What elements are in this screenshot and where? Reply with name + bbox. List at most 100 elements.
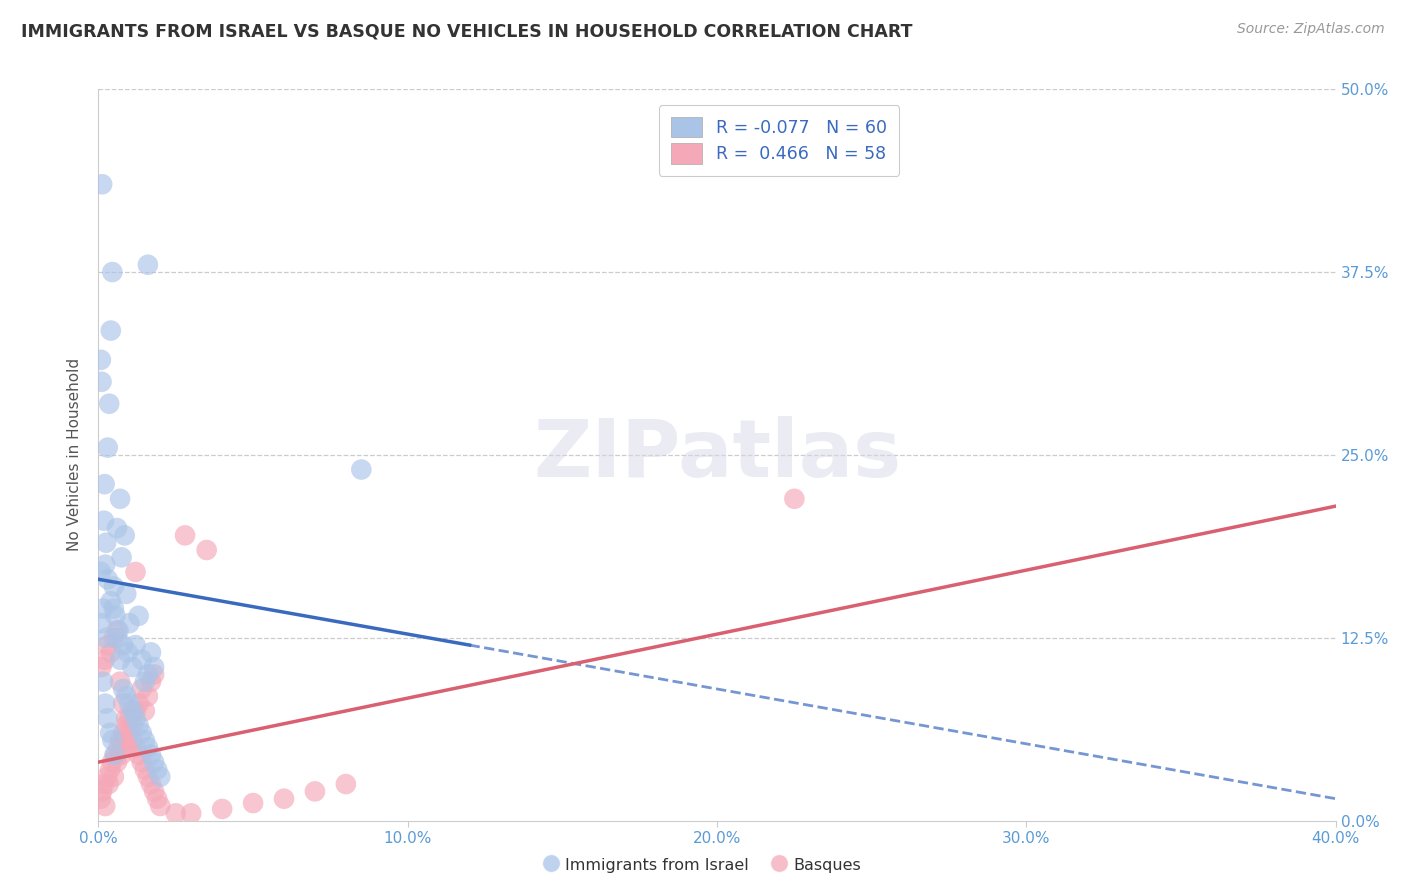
Point: [90, 352, 112, 367]
Point: [98, 397, 121, 411]
Point: [118, 726, 141, 740]
Point: [91, 178, 114, 192]
Point: [105, 624, 128, 638]
Point: [124, 740, 146, 755]
Point: [149, 770, 172, 784]
Point: [131, 681, 153, 696]
Point: [124, 711, 146, 725]
Point: [783, 491, 806, 506]
Point: [118, 711, 141, 725]
Point: [180, 806, 202, 821]
Point: [97, 777, 120, 791]
Legend: Immigrants from Israel, Basques: Immigrants from Israel, Basques: [538, 850, 868, 880]
Point: [105, 755, 128, 769]
Y-axis label: No Vehicles in Household: No Vehicles in Household: [67, 359, 83, 551]
Point: [128, 608, 150, 623]
Legend: R = -0.077   N = 60, R =  0.466   N = 58: R = -0.077 N = 60, R = 0.466 N = 58: [658, 105, 900, 176]
Point: [103, 580, 125, 594]
Point: [108, 733, 131, 747]
Point: [103, 747, 125, 762]
Point: [304, 784, 326, 798]
Point: [90, 616, 112, 631]
Point: [90, 660, 112, 674]
Point: [100, 324, 122, 338]
Point: [90, 791, 112, 805]
Point: [93, 653, 115, 667]
Point: [143, 660, 166, 674]
Point: [94, 697, 117, 711]
Point: [146, 763, 169, 777]
Text: IMMIGRANTS FROM ISRAEL VS BASQUE NO VEHICLES IN HOUSEHOLD CORRELATION CHART: IMMIGRANTS FROM ISRAEL VS BASQUE NO VEHI…: [21, 22, 912, 40]
Point: [103, 601, 125, 615]
Point: [121, 733, 143, 747]
Point: [96, 535, 118, 549]
Text: ZIPatlas: ZIPatlas: [533, 416, 901, 494]
Point: [136, 258, 159, 272]
Point: [100, 645, 122, 659]
Point: [350, 462, 373, 476]
Point: [143, 755, 166, 769]
Point: [115, 587, 138, 601]
Point: [107, 624, 129, 638]
Point: [136, 667, 159, 681]
Point: [131, 653, 153, 667]
Point: [91, 601, 114, 615]
Point: [118, 697, 141, 711]
Point: [242, 796, 264, 810]
Point: [104, 747, 127, 762]
Point: [97, 572, 120, 586]
Point: [165, 806, 187, 821]
Point: [139, 674, 162, 689]
Point: [131, 726, 153, 740]
Point: [121, 718, 143, 732]
Point: [104, 608, 127, 623]
Point: [117, 645, 139, 659]
Point: [128, 747, 150, 762]
Point: [128, 697, 150, 711]
Point: [136, 770, 159, 784]
Point: [98, 763, 121, 777]
Point: [134, 674, 156, 689]
Point: [101, 733, 124, 747]
Point: [335, 777, 357, 791]
Point: [94, 558, 117, 572]
Point: [134, 733, 156, 747]
Point: [112, 638, 135, 652]
Point: [103, 770, 125, 784]
Point: [90, 375, 112, 389]
Point: [112, 681, 135, 696]
Point: [111, 747, 134, 762]
Point: [108, 491, 131, 506]
Point: [121, 660, 143, 674]
Point: [131, 755, 153, 769]
Point: [97, 441, 120, 455]
Point: [139, 747, 162, 762]
Point: [115, 718, 138, 732]
Point: [103, 631, 125, 645]
Point: [108, 674, 131, 689]
Point: [124, 638, 146, 652]
Point: [93, 477, 115, 491]
Point: [93, 777, 115, 791]
Point: [143, 784, 166, 798]
Point: [124, 704, 146, 718]
Point: [101, 755, 124, 769]
Point: [124, 565, 146, 579]
Point: [136, 690, 159, 704]
Point: [174, 528, 197, 542]
Point: [139, 645, 162, 659]
Point: [97, 711, 120, 725]
Point: [112, 697, 135, 711]
Point: [134, 704, 156, 718]
Point: [96, 631, 118, 645]
Point: [105, 631, 128, 645]
Point: [118, 616, 141, 631]
Point: [143, 667, 166, 681]
Point: [107, 740, 129, 755]
Point: [105, 521, 128, 535]
Point: [136, 740, 159, 755]
Point: [96, 770, 118, 784]
Point: [97, 638, 120, 652]
Point: [273, 791, 295, 805]
Point: [101, 265, 124, 279]
